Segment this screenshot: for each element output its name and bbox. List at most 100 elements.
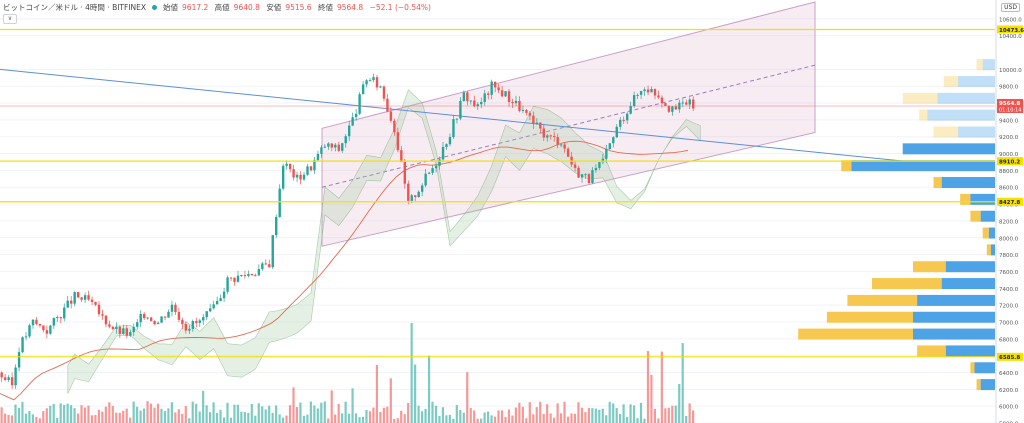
volume-bar — [226, 402, 229, 423]
volume-bar — [577, 402, 580, 423]
volume-profile-sell — [982, 59, 995, 71]
candle-body — [90, 299, 94, 302]
candle-body — [174, 304, 177, 313]
volume-profile-buy — [986, 244, 991, 256]
volume-bar — [674, 405, 677, 423]
candle-body — [288, 163, 292, 170]
candle-body — [285, 163, 288, 166]
volume-bar — [626, 417, 629, 423]
candle-body — [532, 115, 535, 124]
candle-body — [354, 113, 358, 118]
candle-body — [299, 174, 302, 180]
volume-bar — [612, 403, 615, 423]
trend-line — [0, 68, 996, 171]
candle-body — [490, 81, 493, 95]
candle-body — [660, 97, 664, 104]
volume-bar — [163, 410, 167, 423]
candle-body — [400, 150, 403, 163]
candle-body — [316, 153, 320, 161]
candle-body — [365, 80, 368, 85]
volume-bar — [247, 412, 250, 423]
volume-bar — [476, 418, 479, 423]
y-tick-label: 10000.0 — [999, 68, 1022, 74]
volume-bar — [38, 418, 41, 423]
candle-body — [219, 298, 222, 301]
volume-bar — [236, 404, 239, 423]
volume-bar — [104, 406, 107, 423]
low-label: 安値 — [266, 3, 282, 12]
currency-badge[interactable]: USD — [1001, 3, 1020, 12]
candle-body — [483, 93, 486, 102]
y-tick-label: 9400.0 — [999, 118, 1019, 124]
y-tick-label: 8000.0 — [999, 236, 1019, 242]
candle-body — [7, 377, 10, 380]
volume-bar — [309, 401, 312, 423]
volume-bar — [532, 414, 535, 423]
volume-bar — [10, 415, 14, 423]
volume-bar — [184, 406, 187, 423]
candle-body — [156, 322, 160, 325]
volume-bar — [125, 408, 128, 423]
volume-bar — [17, 407, 21, 423]
candle-body — [629, 106, 632, 114]
volume-bar — [167, 408, 170, 423]
candle-body — [139, 313, 142, 323]
volume-bar — [56, 417, 59, 423]
volume-bar — [264, 409, 267, 423]
candle-body — [344, 136, 347, 144]
volume-bar — [535, 407, 538, 423]
candle-body — [76, 292, 80, 298]
volume-bar — [146, 401, 149, 423]
key-level-tag — [997, 352, 1023, 361]
candle-body — [111, 326, 115, 330]
candle-body — [337, 144, 340, 151]
volume-bar — [174, 412, 177, 423]
candle-body — [320, 147, 323, 154]
candle-body — [417, 191, 420, 198]
candle-body — [195, 320, 198, 323]
candle-body — [236, 275, 240, 282]
candle-body — [375, 77, 379, 88]
volume-bar — [580, 407, 584, 423]
volume-bar — [170, 402, 173, 423]
volume-bar — [403, 414, 406, 423]
volume-profile-buy — [943, 75, 959, 87]
volume-bar — [487, 411, 490, 423]
candle-body — [153, 320, 156, 325]
price-tag — [997, 99, 1023, 114]
candle-body — [622, 119, 625, 121]
volume-bar — [556, 403, 559, 423]
y-tick-label: 7800.0 — [999, 253, 1019, 259]
volume-bar — [480, 418, 483, 423]
candle-body — [566, 148, 570, 157]
candle-body — [146, 317, 149, 319]
volume-bar — [66, 403, 69, 423]
candle-body — [205, 311, 208, 318]
volume-bar — [268, 405, 271, 423]
low-value: 9515.6 — [285, 3, 312, 12]
volume-bar — [521, 406, 524, 423]
y-tick-label: 9800.0 — [999, 85, 1019, 91]
y-tick-label: 5800.0 — [999, 422, 1019, 423]
candle-body — [59, 317, 62, 319]
candle-body — [459, 101, 462, 119]
candle-body — [667, 105, 671, 112]
candle-body — [70, 300, 73, 304]
candle-body — [525, 109, 528, 113]
candle-body — [108, 324, 111, 327]
volume-bar — [528, 402, 531, 423]
volume-bar — [587, 407, 590, 423]
volume-bar — [80, 405, 83, 423]
candle-body — [97, 304, 101, 315]
volume-bar — [424, 408, 427, 423]
collapse-toggle-button[interactable]: ∨ — [3, 14, 17, 24]
candle-body — [160, 316, 163, 323]
candle-body — [692, 99, 695, 109]
volume-bar — [295, 407, 299, 423]
volume-bar — [28, 410, 31, 423]
candle-body — [3, 377, 7, 380]
volume-bar — [559, 413, 563, 423]
volume-bar — [306, 414, 309, 423]
open-value: 9617.2 — [182, 3, 209, 12]
